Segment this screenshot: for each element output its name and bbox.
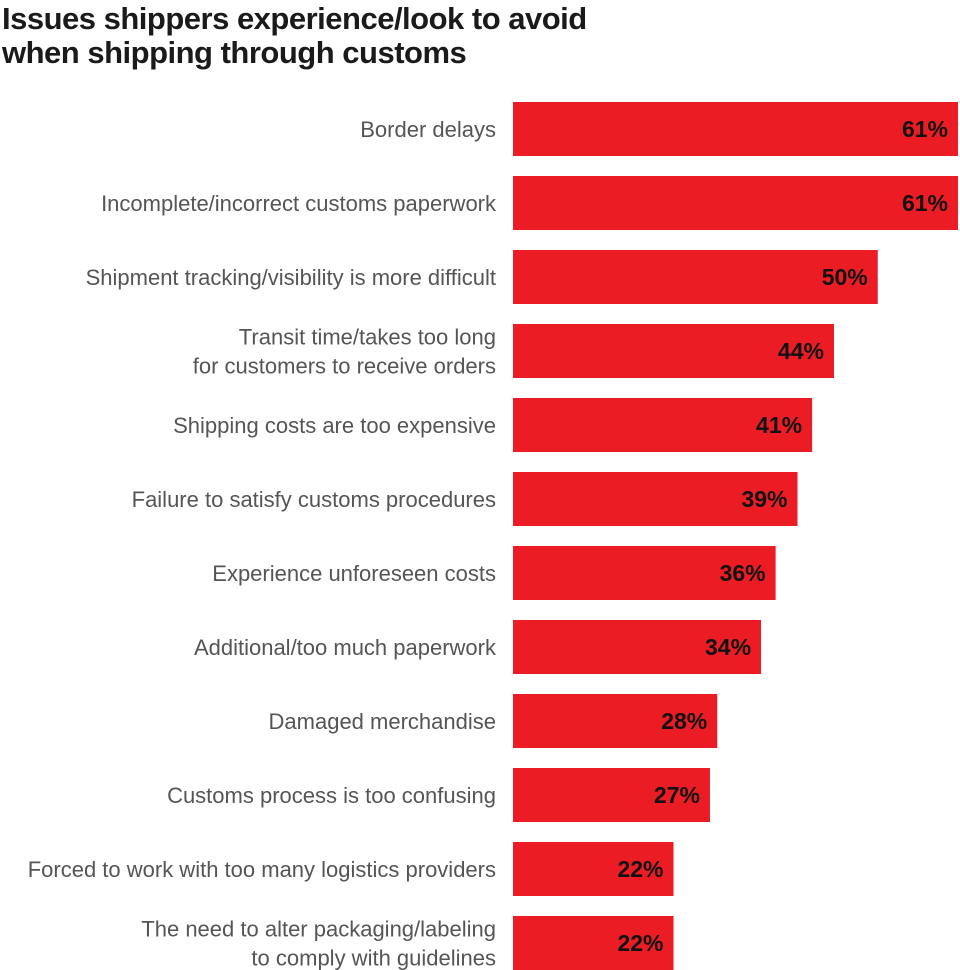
category-label: Shipment tracking/visibility is more dif… [86, 265, 496, 290]
bar [513, 176, 958, 230]
bar [513, 768, 710, 822]
category-label: Customs process is too confusing [167, 783, 496, 808]
bar-row: 34% Additional/too much paperwork [194, 620, 762, 674]
bar-value-label: 61% [902, 116, 948, 142]
chart-title: Issues shippers experience/look to avoid… [2, 2, 952, 70]
bar [513, 694, 718, 748]
bar [513, 620, 762, 674]
bar-value-label: 22% [617, 930, 663, 956]
category-label: Shipping costs are too expensive [173, 413, 496, 438]
bar-row: 44% Transit time/takes too long for custom… [193, 324, 834, 379]
bar-value-label: 34% [705, 634, 751, 660]
category-label: Forced to work with too many logistics p… [28, 857, 496, 882]
category-label: to comply with guidelines [251, 946, 496, 970]
bar-row: 39% Failure to satisfy customs procedures [132, 472, 798, 526]
bar [513, 324, 834, 378]
bar [513, 102, 958, 156]
category-label: Border delays [360, 117, 496, 142]
bar-value-label: 36% [720, 560, 766, 586]
category-label: for customers to receive orders [193, 354, 496, 379]
bar-row: 36% Experience unforeseen costs [212, 546, 776, 600]
chart-title-line-2: when shipping through customs [2, 35, 467, 70]
bar-value-label: 28% [661, 708, 707, 734]
bar-row: 61% Border delays [360, 102, 958, 156]
bar [513, 546, 776, 600]
bar-value-label: 39% [741, 486, 787, 512]
bar-value-label: 41% [756, 412, 802, 438]
bar-row: 61% Incomplete/incorrect customs paperwor… [101, 176, 958, 230]
bar-value-label: 22% [617, 856, 663, 882]
category-label: Transit time/takes too long [239, 325, 496, 350]
bar [513, 842, 674, 896]
bar-value-label: 50% [822, 264, 868, 290]
bar [513, 916, 674, 970]
bar-row: 41% Shipping costs are too expensive [173, 398, 813, 452]
chart-title-line-1: Issues shippers experience/look to avoid [2, 1, 587, 36]
bar-value-label: 27% [654, 782, 700, 808]
category-label: Failure to satisfy customs procedures [132, 487, 496, 512]
category-label: Incomplete/incorrect customs paperwork [101, 191, 497, 216]
bar-row: 27% Customs process is too confusing [167, 768, 710, 822]
bar-row: 50% Shipment tracking/visibility is more … [86, 250, 878, 304]
bar-row: 22% The need to alter packaging/labeling t… [141, 916, 674, 970]
bar [513, 398, 813, 452]
bar [513, 472, 798, 526]
bar-row: 28% Damaged merchandise [269, 694, 718, 748]
bar-value-label: 61% [902, 190, 948, 216]
bar [513, 250, 878, 304]
category-label: Additional/too much paperwork [194, 635, 497, 660]
category-label: Experience unforeseen costs [212, 561, 496, 586]
bar-value-label: 44% [778, 338, 824, 364]
category-label: Damaged merchandise [269, 709, 496, 734]
bar-row: 22% Forced to work with too many logistic… [28, 842, 674, 896]
category-label: The need to alter packaging/labeling [141, 917, 496, 942]
